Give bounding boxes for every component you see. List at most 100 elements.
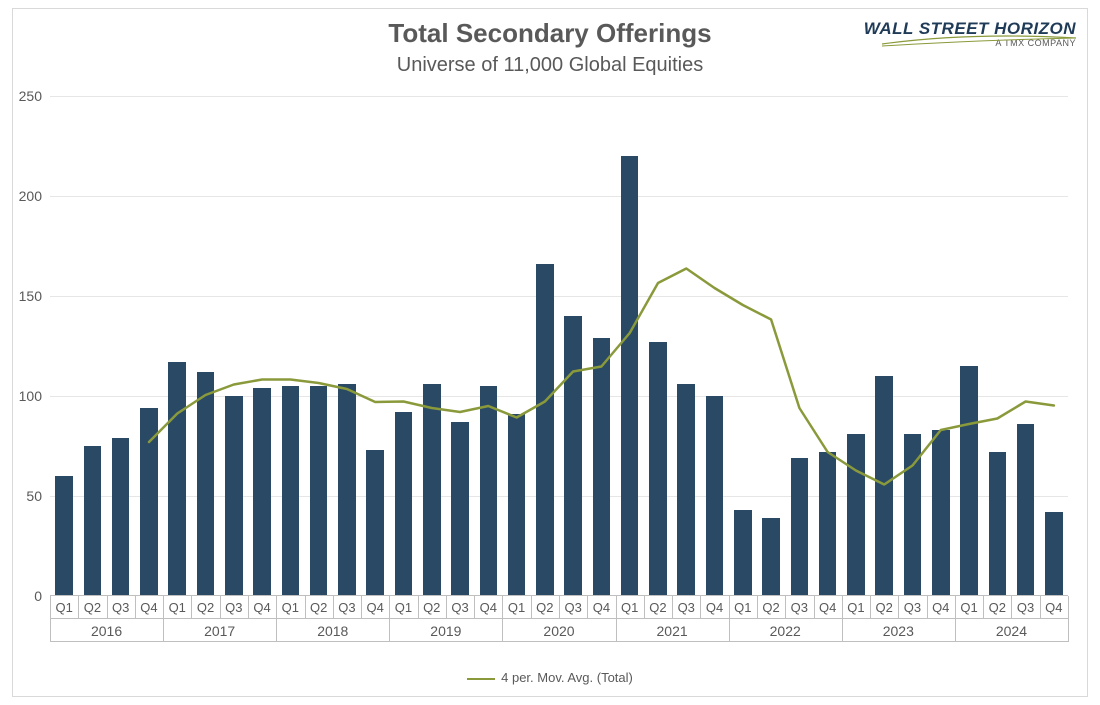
bar — [197, 372, 215, 596]
x-quarter-label: Q3 — [559, 598, 587, 618]
x-quarter-label: Q2 — [78, 598, 106, 618]
y-tick-label: 150 — [19, 288, 42, 304]
x-year-label: 2021 — [616, 620, 729, 642]
x-quarter-label: Q1 — [729, 598, 757, 618]
x-quarter-label: Q3 — [446, 598, 474, 618]
x-quarter-label: Q1 — [276, 598, 304, 618]
chart-subtitle: Universe of 11,000 Global Equities — [0, 54, 1100, 77]
x-quarter-label: Q2 — [757, 598, 785, 618]
legend-line-sample-icon — [467, 678, 495, 680]
x-quarter-label: Q3 — [107, 598, 135, 618]
bar — [960, 366, 978, 596]
bar — [593, 338, 611, 596]
bar — [253, 388, 271, 596]
bar — [282, 386, 300, 596]
gridline — [50, 296, 1068, 297]
bar — [395, 412, 413, 596]
x-quarter-label: Q4 — [474, 598, 502, 618]
x-quarter-label: Q4 — [587, 598, 615, 618]
gridline — [50, 196, 1068, 197]
bar — [734, 510, 752, 596]
x-year-label: 2022 — [729, 620, 842, 642]
bar — [677, 384, 695, 596]
bar — [989, 452, 1007, 596]
x-quarter-label: Q4 — [1040, 598, 1068, 618]
x-quarter-label: Q2 — [305, 598, 333, 618]
x-quarter-label: Q3 — [672, 598, 700, 618]
x-year-label: 2023 — [842, 620, 955, 642]
bar — [1045, 512, 1063, 596]
bar — [423, 384, 441, 596]
x-quarter-label: Q4 — [927, 598, 955, 618]
bar — [168, 362, 186, 596]
x-quarter-label: Q1 — [842, 598, 870, 618]
x-quarter-label: Q3 — [785, 598, 813, 618]
bar — [875, 376, 893, 596]
x-quarter-label: Q3 — [333, 598, 361, 618]
gridline — [50, 96, 1068, 97]
plot-area: 050100150200250 — [50, 96, 1068, 596]
x-quarter-label: Q4 — [361, 598, 389, 618]
bar — [55, 476, 73, 596]
bar — [847, 434, 865, 596]
x-quarter-label: Q3 — [1011, 598, 1039, 618]
bar — [84, 446, 102, 596]
x-quarter-label: Q1 — [955, 598, 983, 618]
bar — [932, 430, 950, 596]
bar — [706, 396, 724, 596]
x-year-label: 2018 — [276, 620, 389, 642]
x-year-label: 2024 — [955, 620, 1068, 642]
bar — [819, 452, 837, 596]
x-year-label: 2020 — [502, 620, 615, 642]
x-quarter-label: Q4 — [700, 598, 728, 618]
x-quarter-label: Q3 — [898, 598, 926, 618]
bar — [762, 518, 780, 596]
brand-logo: WALL STREET HORIZON A TMX COMPANY — [864, 20, 1076, 48]
x-year-label: 2016 — [50, 620, 163, 642]
x-quarter-label: Q2 — [644, 598, 672, 618]
bar — [904, 434, 922, 596]
x-year-label: 2019 — [389, 620, 502, 642]
x-year-label: 2017 — [163, 620, 276, 642]
x-quarter-label: Q1 — [389, 598, 417, 618]
legend: 4 per. Mov. Avg. (Total) — [0, 670, 1100, 685]
x-quarter-label: Q2 — [191, 598, 219, 618]
y-tick-label: 100 — [19, 388, 42, 404]
x-quarter-label: Q4 — [248, 598, 276, 618]
bar — [338, 384, 356, 596]
x-quarter-label: Q4 — [135, 598, 163, 618]
bar — [225, 396, 243, 596]
x-quarter-label: Q2 — [531, 598, 559, 618]
x-quarter-label: Q1 — [502, 598, 530, 618]
x-quarter-label: Q3 — [220, 598, 248, 618]
bar — [451, 422, 469, 596]
y-tick-label: 50 — [26, 488, 42, 504]
brand-logo-sub: A TMX COMPANY — [864, 39, 1076, 48]
x-axis: Q1Q2Q3Q4Q1Q2Q3Q4Q1Q2Q3Q4Q1Q2Q3Q4Q1Q2Q3Q4… — [50, 596, 1068, 642]
legend-label: 4 per. Mov. Avg. (Total) — [501, 670, 633, 685]
x-quarter-label: Q1 — [163, 598, 191, 618]
x-quarter-label: Q1 — [616, 598, 644, 618]
bar — [508, 414, 526, 596]
y-tick-label: 0 — [34, 588, 42, 604]
bar — [480, 386, 498, 596]
bar — [621, 156, 639, 596]
y-tick-label: 200 — [19, 188, 42, 204]
bar — [536, 264, 554, 596]
bar — [366, 450, 384, 596]
x-quarter-label: Q2 — [983, 598, 1011, 618]
bar — [649, 342, 667, 596]
x-quarter-label: Q1 — [50, 598, 78, 618]
bar — [564, 316, 582, 596]
brand-logo-main: WALL STREET HORIZON — [864, 20, 1076, 37]
bar — [310, 386, 328, 596]
bar — [140, 408, 158, 596]
x-quarter-label: Q4 — [814, 598, 842, 618]
y-tick-label: 250 — [19, 88, 42, 104]
bar — [791, 458, 809, 596]
x-axis-row-sep — [50, 618, 1068, 619]
x-quarter-label: Q2 — [870, 598, 898, 618]
x-quarter-label: Q2 — [418, 598, 446, 618]
bar — [112, 438, 130, 596]
bar — [1017, 424, 1035, 596]
